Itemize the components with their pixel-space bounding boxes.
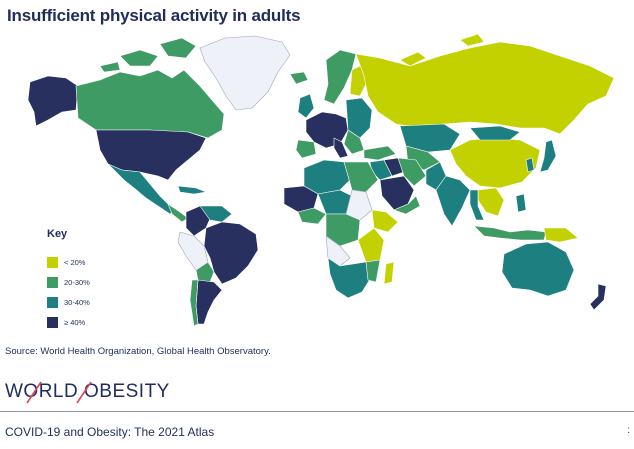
region-west-africa-coast bbox=[297, 207, 327, 225]
region-papua bbox=[543, 227, 579, 243]
region-balkans bbox=[343, 129, 365, 155]
region-yemen-oman bbox=[393, 195, 421, 215]
region-greenland bbox=[199, 35, 291, 111]
region-caribbean bbox=[177, 185, 207, 195]
legend-label: 20-30% bbox=[64, 277, 90, 287]
region-chile bbox=[189, 279, 199, 327]
region-argentina bbox=[195, 279, 223, 325]
region-alaska bbox=[27, 75, 79, 127]
legend-item: 20-30% bbox=[47, 272, 90, 292]
region-central-america bbox=[167, 203, 189, 223]
region-bolivia bbox=[195, 261, 215, 283]
region-mozambique bbox=[365, 259, 381, 283]
region-peru bbox=[177, 231, 209, 271]
region-mongolia bbox=[469, 125, 521, 141]
region-iberia bbox=[295, 139, 317, 159]
region-italy bbox=[333, 137, 349, 159]
legend: Key < 20% 20-30% 30-40% ≥ 40% bbox=[47, 228, 90, 332]
region-madagascar bbox=[383, 261, 395, 285]
region-north-africa-east bbox=[343, 161, 379, 193]
footer-divider bbox=[0, 411, 634, 412]
legend-item: ≥ 40% bbox=[47, 312, 90, 332]
region-russia-islands bbox=[399, 33, 485, 67]
region-usa bbox=[95, 129, 207, 181]
region-canada bbox=[75, 69, 225, 139]
legend-swatch bbox=[47, 256, 58, 268]
legend-swatch bbox=[47, 316, 58, 328]
legend-swatch bbox=[47, 276, 58, 288]
region-indonesia bbox=[473, 225, 547, 241]
legend-item: < 20% bbox=[47, 252, 90, 272]
region-west-europe bbox=[305, 111, 349, 149]
region-iceland bbox=[289, 71, 309, 85]
region-southern-africa bbox=[327, 257, 373, 299]
legend-label: ≥ 40% bbox=[64, 317, 86, 327]
region-australia bbox=[501, 241, 575, 297]
region-iran bbox=[397, 157, 427, 187]
region-india bbox=[435, 175, 471, 227]
region-drc bbox=[325, 235, 351, 267]
map-title: Insufficient physical activity in adults bbox=[7, 6, 301, 25]
region-turkey bbox=[363, 145, 397, 161]
region-russia bbox=[355, 41, 615, 135]
region-myanmar-thai bbox=[469, 189, 485, 221]
region-venezuela bbox=[199, 205, 233, 223]
region-east-africa bbox=[357, 227, 385, 263]
legend-label: 30-40% bbox=[64, 297, 90, 307]
source-note: Source: World Health Organization, Globa… bbox=[5, 346, 271, 357]
region-uk bbox=[297, 93, 315, 119]
region-horn bbox=[371, 209, 399, 233]
world-map bbox=[27, 33, 615, 327]
region-philippines bbox=[515, 193, 527, 213]
legend-title: Key bbox=[47, 228, 68, 240]
legend-swatch bbox=[47, 296, 58, 308]
region-indochina bbox=[477, 187, 505, 217]
page-mark: : bbox=[627, 425, 630, 436]
region-scandinavia bbox=[323, 49, 357, 105]
legend-label: < 20% bbox=[64, 257, 86, 267]
footer-text: COVID-19 and Obesity: The 2021 Atlas bbox=[5, 425, 215, 439]
region-sudan bbox=[345, 189, 373, 221]
region-new-zealand bbox=[589, 283, 607, 311]
region-arctic-islands bbox=[99, 37, 197, 73]
world-obesity-logo: WORLD OBESITY bbox=[5, 381, 170, 402]
region-japan bbox=[539, 139, 557, 173]
legend-item: 30-40% bbox=[47, 292, 90, 312]
region-brazil bbox=[203, 221, 259, 285]
region-korea bbox=[525, 157, 535, 173]
